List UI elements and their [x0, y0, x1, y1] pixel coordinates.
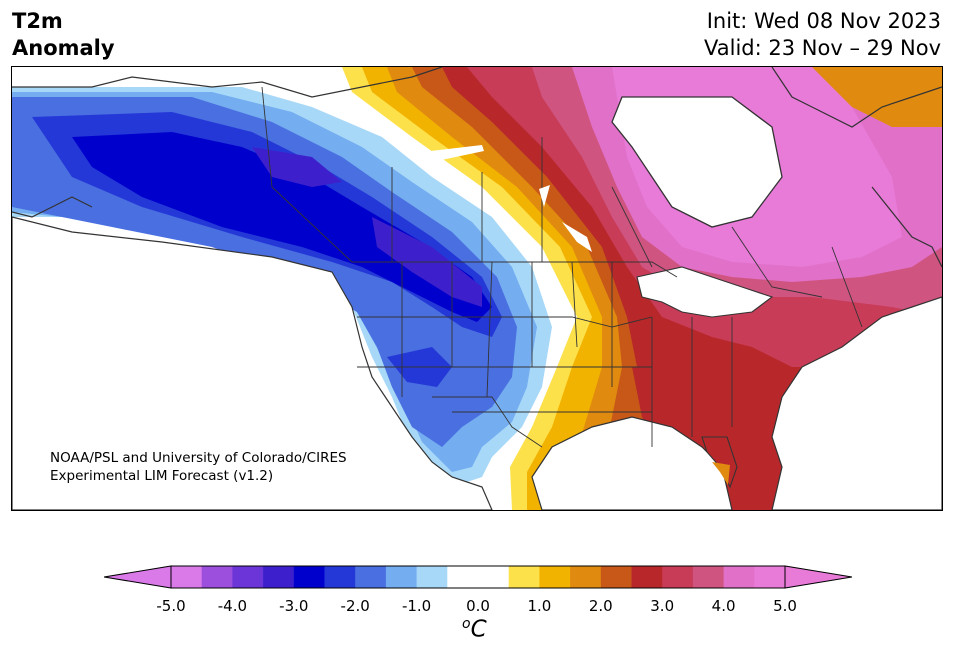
lake-winnipeg [562, 222, 592, 252]
init-date: Init: Wed 08 Nov 2023 [706, 9, 941, 33]
title-line-1: T2m [12, 9, 63, 33]
colorbar-extend-low [104, 565, 172, 589]
political-borders [261, 86, 863, 448]
title-line-2: Anomaly [12, 36, 115, 60]
colorbar [104, 565, 852, 589]
cold-region-indigo [252, 147, 342, 187]
colorbar-swatch [692, 566, 725, 588]
colorbar-tick-label: -4.0 [217, 597, 248, 615]
coastlines [12, 67, 942, 268]
colorbar-tick-label: 1.0 [527, 597, 552, 615]
warm-region-southeast [632, 367, 772, 447]
colorbar-tick-label: 0.0 [466, 597, 490, 615]
warm-region-greenland [812, 67, 942, 127]
colorbar-swatch [201, 566, 233, 588]
credit-text: NOAA/PSL and University of Colorado/CIRE… [50, 449, 347, 485]
colorbar-swatch [355, 566, 387, 588]
colorbar-unit: oC [462, 616, 487, 643]
colorbar-tick-label: -2.0 [340, 597, 370, 615]
colorbar-swatch [447, 566, 479, 588]
pacific-ocean [12, 216, 493, 510]
colorbar-extend-high [784, 565, 852, 589]
colorbar-tick-label: 4.0 [711, 597, 736, 615]
colorbar-swatch [539, 566, 571, 588]
forecast-dates: Init: Wed 08 Nov 2023 Valid: 23 Nov – 29… [704, 8, 941, 62]
colorbar-swatch [754, 566, 786, 588]
anomaly-map-svg [12, 67, 942, 510]
colorbar-swatch [508, 566, 540, 588]
colorbar-swatch [324, 566, 356, 588]
colorbar-swatch [600, 566, 632, 588]
colorbar-swatch [263, 566, 295, 588]
colorbar-tick-label: -5.0 [156, 597, 186, 615]
anomaly-map: NOAA/PSL and University of Colorado/CIRE… [11, 66, 943, 511]
colorbar-swatch [385, 566, 418, 588]
colorbar-swatch [570, 566, 602, 588]
colorbar-tick-label: -3.0 [279, 597, 309, 615]
colorbar-tick-label: -1.0 [401, 597, 432, 615]
colorbar-tick-label: 3.0 [650, 597, 675, 615]
colorbar-swatch [171, 566, 203, 588]
colorbar-swatch [723, 566, 755, 588]
colorbar-swatch [293, 566, 325, 588]
colorbar-tick-label: 2.0 [588, 597, 613, 615]
colorbar-swatch [478, 566, 510, 588]
colorbar-frame [170, 565, 786, 589]
valid-range: Valid: 23 Nov – 29 Nov [704, 36, 941, 60]
small-lake [539, 185, 550, 207]
colorbar-tick-label: 5.0 [773, 597, 797, 615]
colorbar-swatch [232, 566, 264, 588]
great-slave-lake [422, 145, 484, 162]
credit-line-1: NOAA/PSL and University of Colorado/CIRE… [50, 450, 347, 466]
credit-line-2: Experimental LIM Forecast (v1.2) [50, 468, 274, 484]
great-lakes [636, 266, 774, 318]
cold-region-darkblue [72, 132, 492, 322]
unit-superscript: o [462, 616, 471, 632]
colorbar-swatch [416, 566, 448, 588]
atlantic-ocean [771, 296, 942, 510]
florida-tip [712, 462, 730, 485]
unit-base: C [470, 616, 487, 643]
map-title: T2m Anomaly [12, 8, 115, 62]
colorbar-swatch [662, 566, 694, 588]
hudson-bay [611, 96, 783, 228]
colorbar-swatch [631, 566, 663, 588]
